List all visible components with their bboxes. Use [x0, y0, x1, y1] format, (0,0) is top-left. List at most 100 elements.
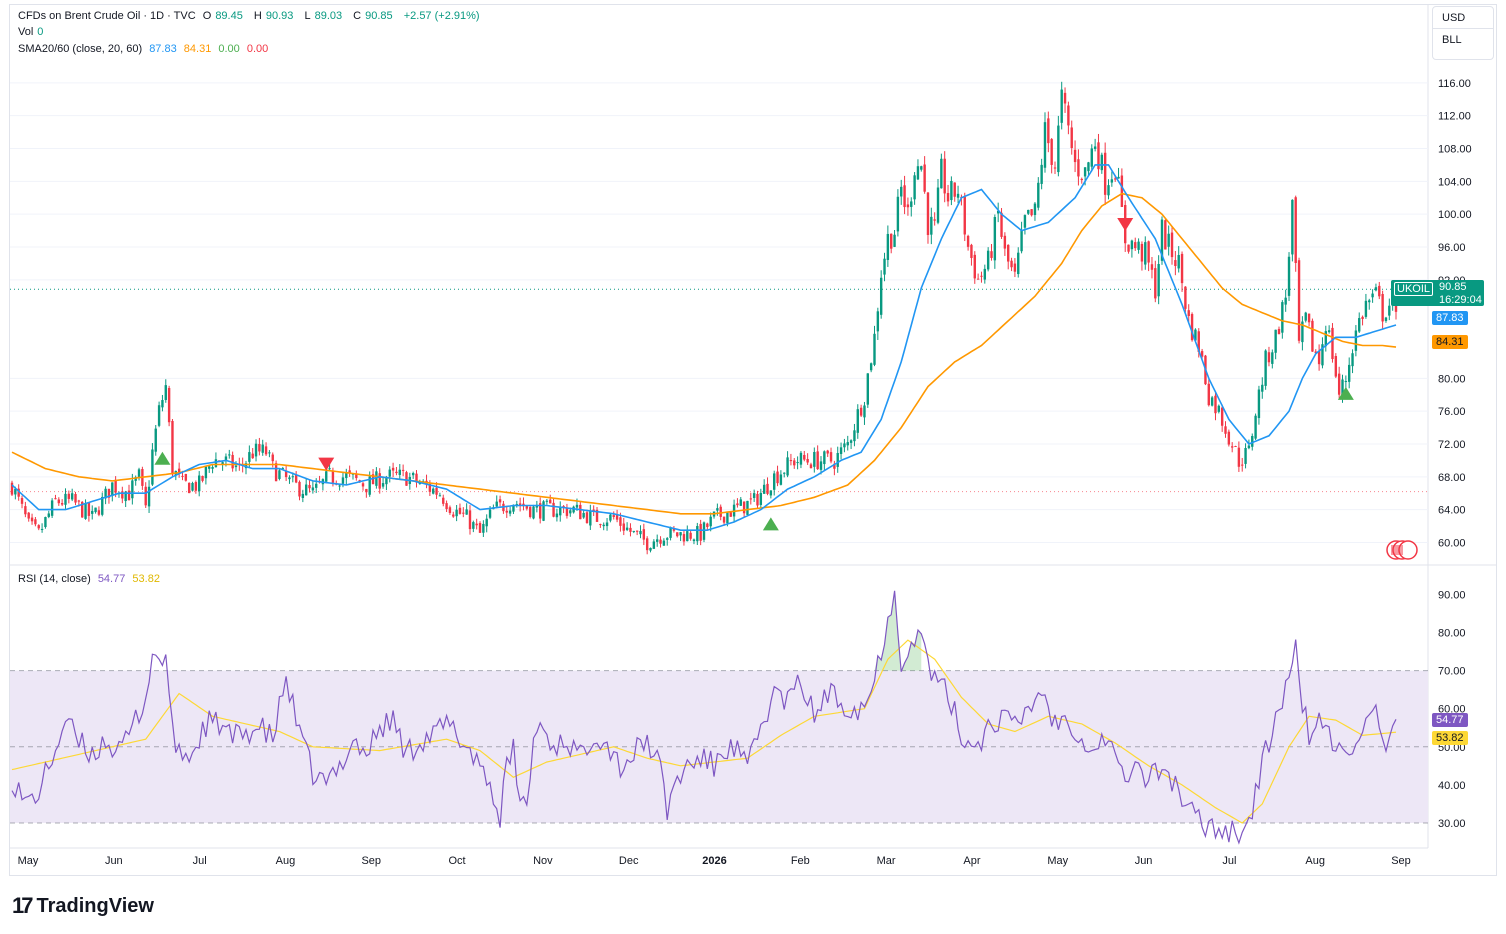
tradingview-logo[interactable]: 17 TradingView — [12, 893, 154, 919]
price-tick-label: 72.00 — [1438, 439, 1466, 451]
candle-body — [595, 509, 599, 522]
candle-body — [147, 486, 151, 507]
candle-body — [1351, 353, 1354, 367]
candle-body — [508, 510, 512, 514]
candle-body — [1361, 316, 1364, 320]
candle-body — [1087, 162, 1090, 172]
currency-unit-selector[interactable]: USD BLL — [1432, 6, 1494, 60]
candle-body — [1291, 199, 1294, 255]
candle-body — [1388, 305, 1391, 316]
candle-body — [699, 523, 702, 541]
candle-body — [1144, 242, 1147, 265]
candle-body — [137, 469, 141, 478]
candle-body — [24, 506, 27, 515]
candle-body — [1154, 268, 1157, 299]
candle-body — [903, 185, 906, 208]
sma-cross-up-value: 0.00 — [218, 43, 240, 55]
candle-body — [930, 216, 933, 235]
candle-body — [37, 525, 40, 529]
candle-body — [435, 487, 438, 495]
candle-body — [1170, 232, 1174, 258]
currency-label[interactable]: USD — [1433, 7, 1493, 29]
candle-body — [478, 523, 482, 533]
rsi-legend[interactable]: RSI (14, close) 54.77 53.82 — [18, 573, 164, 585]
candle-body — [1017, 252, 1020, 275]
candle-body — [114, 479, 117, 493]
volume-value: 0 — [37, 26, 44, 38]
candle-body — [716, 508, 719, 511]
candle-body — [144, 486, 147, 506]
candle-body — [1053, 167, 1057, 169]
candle-body — [809, 464, 813, 469]
candle-body — [57, 499, 61, 504]
candle-body — [956, 193, 960, 198]
candle-body — [515, 504, 518, 506]
candle-body — [1013, 263, 1017, 272]
candle-body — [375, 471, 378, 486]
candle-body — [923, 164, 926, 192]
candle-body — [1127, 244, 1130, 252]
candle-body — [1137, 241, 1140, 250]
candle-body — [933, 219, 936, 221]
candle-body — [1264, 350, 1267, 386]
candle-body — [254, 443, 258, 457]
candle-body — [338, 485, 341, 487]
candle-body — [1110, 179, 1114, 183]
candle-body — [1271, 352, 1274, 364]
rsi-tick-label: 80.00 — [1438, 628, 1466, 640]
candle-body — [124, 491, 127, 502]
candle-body — [916, 166, 920, 180]
candle-body — [890, 233, 893, 249]
candle-body — [1334, 356, 1338, 377]
candle-body — [749, 498, 753, 500]
candle-body — [328, 468, 331, 470]
candle-body — [211, 467, 214, 469]
candle-body — [996, 210, 1000, 214]
sma-legend[interactable]: SMA20/60 (close, 20, 60) 87.83 84.31 0.0… — [18, 43, 272, 55]
candle-body — [418, 483, 422, 485]
candle-body — [10, 482, 14, 495]
candle-body — [873, 333, 876, 365]
candle-body — [635, 530, 639, 532]
candle-body — [171, 420, 174, 475]
candle-body — [361, 483, 365, 487]
time-axis-label: Apr — [963, 855, 980, 867]
candle-body — [231, 454, 234, 469]
candle-body — [605, 522, 609, 527]
candle-body — [896, 196, 900, 232]
candle-body — [1150, 264, 1154, 270]
candle-body — [609, 514, 612, 521]
symbol-title[interactable]: CFDs on Brent Crude Oil · 1D · TVC — [18, 10, 196, 22]
candle-body — [512, 504, 515, 512]
candle-body — [495, 501, 498, 507]
price-tick-label: 116.00 — [1438, 78, 1471, 90]
candle-body — [722, 516, 726, 523]
candle-body — [60, 503, 64, 505]
candle-body — [271, 454, 274, 462]
candle-body — [709, 516, 712, 527]
candle-body — [248, 452, 251, 462]
candle-body — [1080, 178, 1083, 181]
candle-body — [442, 497, 445, 504]
symbol-legend[interactable]: CFDs on Brent Crude Oil · 1D · TVC O 89.4… — [18, 10, 484, 22]
ohlc-open: O 89.45 — [203, 10, 247, 22]
candle-body — [906, 204, 910, 208]
candle-body — [331, 470, 335, 483]
candle-body — [672, 528, 676, 531]
candle-body — [84, 503, 87, 519]
candle-body — [368, 476, 371, 495]
candle-body — [849, 440, 853, 443]
candle-body — [1194, 329, 1197, 341]
candle-body — [1294, 197, 1297, 264]
candle-body — [642, 529, 646, 540]
volume-legend[interactable]: Vol 0 — [18, 26, 47, 38]
candle-body — [1090, 148, 1093, 167]
candle-body — [264, 446, 268, 455]
candle-body — [986, 250, 990, 270]
candle-body — [736, 503, 739, 506]
candle-body — [803, 454, 806, 460]
unit-label[interactable]: BLL — [1442, 34, 1462, 46]
candle-body — [752, 493, 756, 498]
candle-body — [549, 499, 552, 504]
